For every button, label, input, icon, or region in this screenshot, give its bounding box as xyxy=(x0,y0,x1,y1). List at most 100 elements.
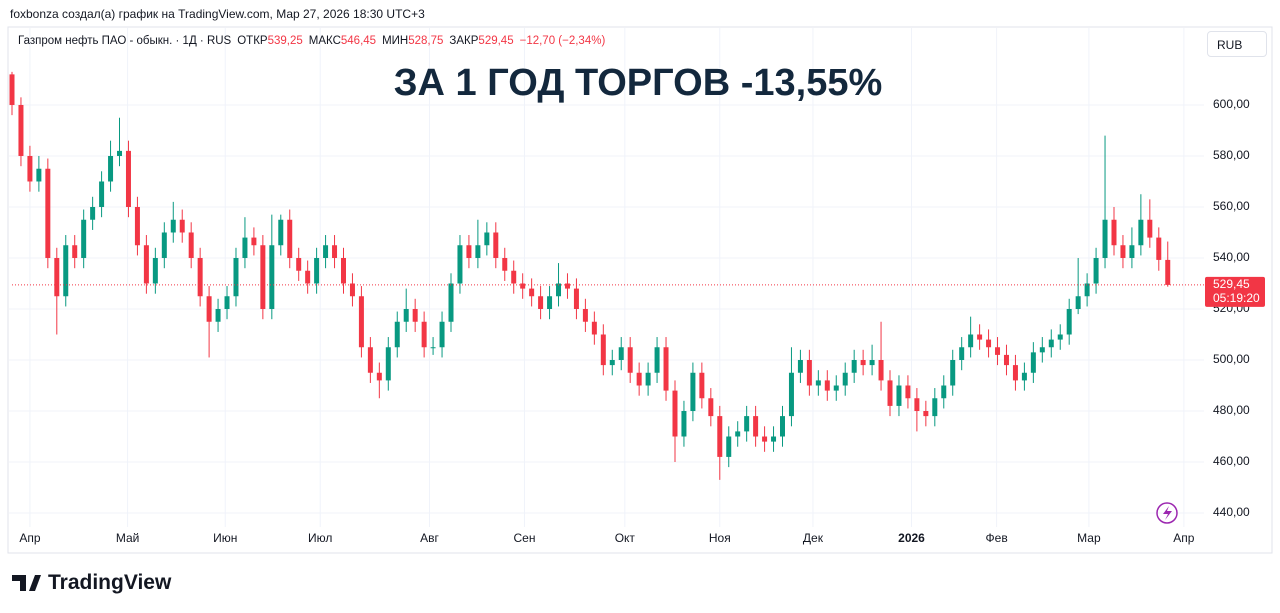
candle-body xyxy=(305,270,311,284)
candle-body xyxy=(502,257,508,271)
x-tick-label: Мар xyxy=(1077,531,1101,545)
y-tick-label: 600,00 xyxy=(1213,97,1250,111)
candle-body xyxy=(1138,219,1144,246)
legend: Газпром нефть ПАО - обыкн. · 1Д · RUS ОТК… xyxy=(18,35,605,47)
candle-body xyxy=(573,288,579,309)
x-tick-label: Апр xyxy=(1173,531,1195,545)
candle-body xyxy=(45,168,51,258)
candle-body xyxy=(269,245,275,309)
candle-body xyxy=(1093,257,1099,284)
legend-value: 539,25 xyxy=(267,35,303,47)
candle-body xyxy=(385,347,391,381)
candle-body xyxy=(905,385,911,399)
candle-body xyxy=(609,360,615,366)
candle-body xyxy=(448,283,454,322)
candle-body xyxy=(143,245,149,284)
candle-body xyxy=(753,416,759,437)
candle-body xyxy=(538,296,544,309)
candle-body xyxy=(72,245,78,258)
legend-label: МИН xyxy=(382,35,409,47)
candle-body xyxy=(323,245,329,258)
candle-body xyxy=(278,219,284,246)
candle-body xyxy=(735,431,741,437)
candle-body xyxy=(600,334,606,366)
candle-body xyxy=(484,232,490,246)
candle-body xyxy=(224,296,230,309)
candle-body xyxy=(466,245,472,258)
candle-body xyxy=(627,347,633,373)
candle-body xyxy=(170,219,176,233)
legend-label: ОТКР xyxy=(237,35,268,47)
legend-label: ЗАКР xyxy=(449,35,479,47)
candle-body xyxy=(708,398,714,417)
candle-body xyxy=(332,245,338,258)
candle-body xyxy=(663,347,669,391)
candle-body xyxy=(762,436,768,442)
candle-body xyxy=(950,360,956,386)
candle-body xyxy=(520,283,526,289)
y-tick-label: 540,00 xyxy=(1213,250,1250,264)
candle-body xyxy=(869,360,875,366)
candle-body xyxy=(959,347,965,360)
alert-icon-bolt xyxy=(1163,506,1172,520)
candle-body xyxy=(547,296,553,309)
candle-body xyxy=(797,360,803,373)
x-tick-label: Ноя xyxy=(709,531,731,545)
legend-change: −12,70 (−2,34%) xyxy=(519,35,606,47)
alert-icon[interactable] xyxy=(1156,502,1178,524)
candle-body xyxy=(1102,219,1108,258)
candle-body xyxy=(986,339,992,348)
candle-body xyxy=(556,283,562,297)
y-tick-label: 560,00 xyxy=(1213,199,1250,213)
candle-body xyxy=(54,257,60,297)
symbol: Газпром нефть ПАО - обыкн. · 1Д · RUS xyxy=(18,35,232,47)
y-tick-label: 500,00 xyxy=(1213,352,1250,366)
currency-button[interactable]: RUB xyxy=(1207,31,1267,57)
candle-body xyxy=(1030,352,1036,373)
legend-value: 546,45 xyxy=(340,35,377,47)
candle-body xyxy=(233,257,239,297)
candle-body xyxy=(90,206,96,220)
candle-body xyxy=(717,416,723,457)
candle-body xyxy=(878,360,884,381)
candle-body xyxy=(376,372,382,381)
candle-body xyxy=(421,321,427,348)
candle-body xyxy=(412,308,418,322)
candle-body xyxy=(215,308,221,322)
candle-body xyxy=(1066,308,1072,335)
y-tick-label: 460,00 xyxy=(1213,454,1250,468)
candle-body xyxy=(161,232,167,258)
x-tick-label: Июн xyxy=(213,531,237,545)
legend-item: ЗАКР529,45 xyxy=(449,35,513,47)
candle-body xyxy=(1084,283,1090,297)
chart-frame xyxy=(7,26,1273,554)
candle-body xyxy=(206,296,212,322)
x-tick-label: Авг xyxy=(420,531,439,545)
countdown: 05:19:20 xyxy=(1213,291,1260,305)
candle-body xyxy=(654,347,660,373)
chart-title: ЗА 1 ГОД ТОРГОВ -13,55% xyxy=(393,62,883,104)
candle-body xyxy=(403,308,409,322)
candle-body xyxy=(134,206,140,246)
candle-body xyxy=(457,245,463,284)
candle-body xyxy=(260,245,266,309)
candle-body xyxy=(1048,339,1054,348)
attribution: foxbonza создал(а) график на TradingView… xyxy=(10,7,425,21)
candle-body xyxy=(493,232,499,258)
candle-body xyxy=(645,372,651,386)
candle-body xyxy=(179,219,185,233)
candle-body xyxy=(591,321,597,335)
candle-body xyxy=(923,411,929,417)
plot: 440,00460,00480,00500,00520,00540,00560,… xyxy=(9,28,1265,545)
candle-body xyxy=(1129,245,1135,258)
candle-body xyxy=(779,416,785,437)
candle-body xyxy=(152,257,158,284)
candle-body xyxy=(188,232,194,258)
candle-body xyxy=(367,347,373,373)
candle-body xyxy=(690,372,696,412)
candle-body xyxy=(117,150,123,156)
candle-body xyxy=(815,380,821,386)
candle-body xyxy=(314,257,320,284)
